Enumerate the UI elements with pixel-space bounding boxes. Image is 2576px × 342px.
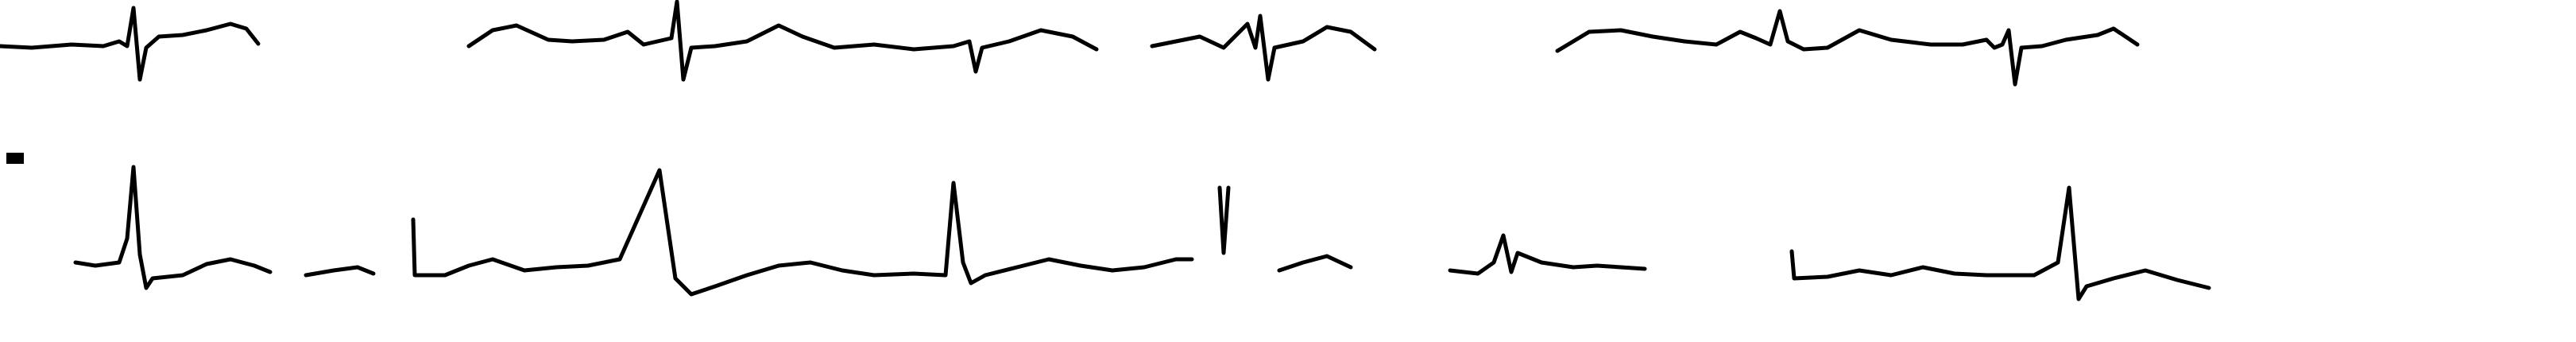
ecg-strip-bottom <box>75 167 2209 299</box>
ecg-trace-segment <box>0 8 258 80</box>
ecg-trace-segment <box>1152 16 1375 80</box>
ecg-trace-segment <box>75 167 270 288</box>
ecg-trace-segment <box>413 170 1192 294</box>
ecg-trace-segment <box>1792 188 2209 299</box>
calibration-mark <box>6 153 24 164</box>
ecg-trace-segment <box>1557 11 2137 84</box>
ecg-trace-segment <box>469 2 1097 80</box>
ecg-trace-segment <box>306 267 373 275</box>
ecg-trace-segment <box>1279 256 1351 270</box>
ecg-trace-segment <box>1220 188 1228 253</box>
ecg-trace-segment <box>1450 235 1645 274</box>
ecg-strip-top <box>0 2 2137 84</box>
